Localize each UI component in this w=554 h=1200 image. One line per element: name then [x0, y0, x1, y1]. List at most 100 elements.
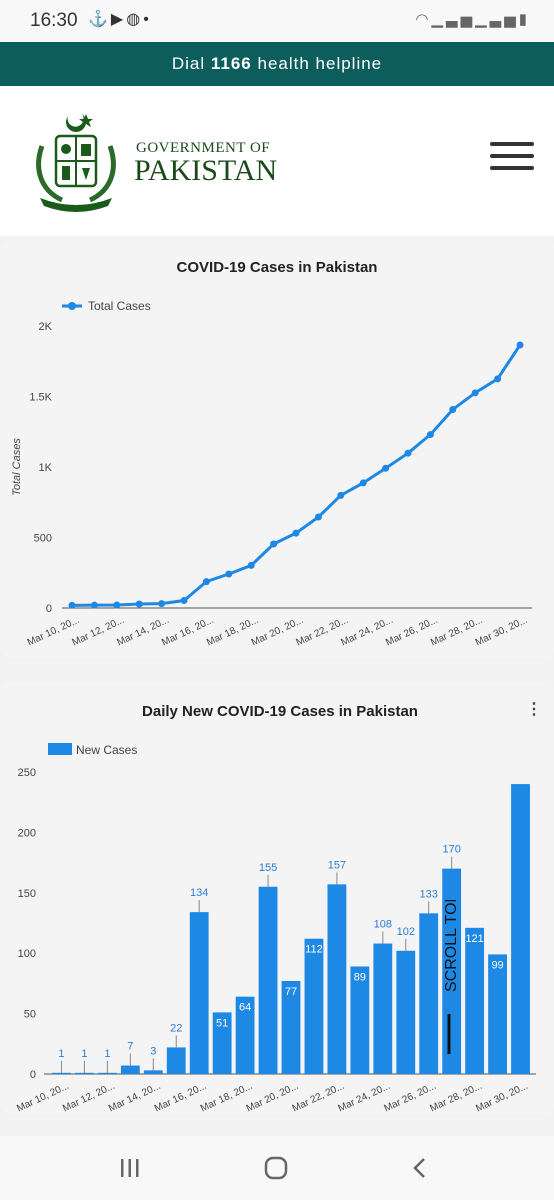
data-point [471, 389, 479, 397]
data-point [382, 464, 390, 472]
data-label: 22 [170, 1022, 182, 1034]
gov-title-line1: GOVERNMENT OF [136, 140, 271, 156]
dot-icon: • [143, 11, 152, 28]
y-tick-label: 500 [34, 533, 52, 545]
bar [120, 1065, 140, 1074]
data-label: 99 [491, 959, 503, 971]
data-point [516, 341, 524, 349]
bar [75, 1072, 94, 1074]
data-label: 7 [127, 1041, 133, 1053]
y-tick-label: 2K [39, 321, 53, 333]
state-emblem-logo[interactable] [28, 108, 124, 212]
bar [419, 913, 439, 1074]
data-point [404, 449, 412, 457]
y-tick-label: 250 [18, 767, 36, 779]
data-point [337, 491, 345, 499]
data-label: 89 [354, 971, 366, 983]
y-tick-label: 100 [18, 948, 36, 960]
data-point [270, 540, 278, 548]
legend-label: Total Cases [88, 299, 151, 313]
usb-icon: ⚓ [88, 11, 111, 28]
y-tick-label: 1.5K [29, 392, 52, 404]
legend-marker [68, 302, 76, 310]
data-label: 170 [442, 844, 460, 856]
data-point [359, 479, 367, 487]
status-left-icons: ⚓▶◍• [88, 9, 152, 29]
data-label: 134 [190, 887, 208, 899]
data-point [449, 405, 457, 413]
helpline-banner[interactable]: Dial 1166 health helpline [0, 42, 554, 86]
data-label: 1 [58, 1048, 64, 1060]
y-tick-label: 0 [46, 603, 52, 615]
home-button[interactable] [256, 1150, 296, 1186]
bar [281, 980, 301, 1074]
data-point [68, 601, 76, 609]
hamburger-menu-icon[interactable] [490, 142, 534, 176]
site-header: GOVERNMENT OF PAKISTAN [0, 86, 554, 236]
y-axis-label: Total Cases [11, 438, 23, 496]
bar [304, 938, 324, 1074]
data-point [494, 375, 502, 383]
data-point [113, 601, 121, 609]
data-point [247, 561, 255, 569]
status-bar: 16:30 ⚓▶◍• ◠▁▃▅▁▃▅▮ [0, 0, 554, 42]
data-label: 121 [465, 933, 483, 945]
data-point [202, 578, 210, 586]
data-point [314, 513, 322, 521]
helpline-suffix: health helpline [251, 54, 383, 73]
legend-swatch [48, 743, 72, 755]
y-tick-label: 150 [18, 888, 36, 900]
scroll-top-label: SCROLL TOP [443, 900, 460, 992]
bar [258, 886, 278, 1074]
bar [143, 1070, 163, 1074]
helpline-prefix: Dial [171, 54, 211, 73]
data-point [180, 597, 188, 605]
chart-title: COVID-19 Cases in Pakistan [177, 259, 378, 276]
signal-icon: ▁▃▅ [431, 11, 476, 28]
data-point [90, 601, 98, 609]
bar [465, 927, 485, 1074]
status-right-icons: ◠▁▃▅▁▃▅▮ [415, 10, 530, 28]
data-label: 1 [81, 1048, 87, 1060]
gov-title-line2: PAKISTAN [134, 154, 278, 187]
data-label: 51 [216, 1017, 228, 1029]
total-cases-chart: COVID-19 Cases in Pakistan Total Cases Tot… [11, 259, 532, 648]
youtube-icon: ▶ [110, 11, 127, 28]
recent-apps-button[interactable] [110, 1150, 150, 1186]
y-tick-label: 1K [39, 462, 53, 474]
bar [212, 1012, 232, 1074]
legend-label: New Cases [76, 743, 137, 757]
data-label: 1 [104, 1048, 110, 1060]
bar [97, 1072, 117, 1074]
y-tick-label: 0 [30, 1069, 36, 1081]
back-button[interactable] [400, 1150, 440, 1186]
scroll-top-button[interactable]: SCROLL TOP [436, 900, 466, 1060]
data-point [225, 570, 233, 578]
bar [235, 996, 255, 1074]
bar [189, 912, 209, 1074]
data-label: 64 [239, 1002, 251, 1014]
data-label: 133 [420, 888, 438, 900]
wifi-icon: ◠ [415, 11, 432, 28]
more-options-icon: ⋮ [526, 701, 542, 718]
data-label: 108 [374, 919, 392, 931]
bar [166, 1047, 186, 1074]
data-label: 155 [259, 862, 277, 874]
recent-apps-icon [121, 1159, 139, 1177]
data-label: 3 [150, 1045, 156, 1057]
data-label: 157 [328, 859, 346, 871]
total-cases-line [71, 344, 522, 607]
status-time: 16:30 [30, 10, 78, 31]
battery-icon: ▮ [518, 11, 530, 28]
data-label: 102 [397, 926, 415, 938]
data-point [158, 600, 166, 608]
bar [442, 868, 462, 1074]
bar [488, 954, 507, 1074]
chart-title: Daily New COVID-19 Cases in Pakistan [142, 703, 418, 720]
helpline-number: 1166 [210, 54, 252, 73]
y-tick-label: 200 [18, 827, 36, 839]
data-point [292, 529, 300, 537]
home-icon [264, 1156, 288, 1180]
bar [327, 884, 347, 1074]
data-point [135, 600, 143, 608]
